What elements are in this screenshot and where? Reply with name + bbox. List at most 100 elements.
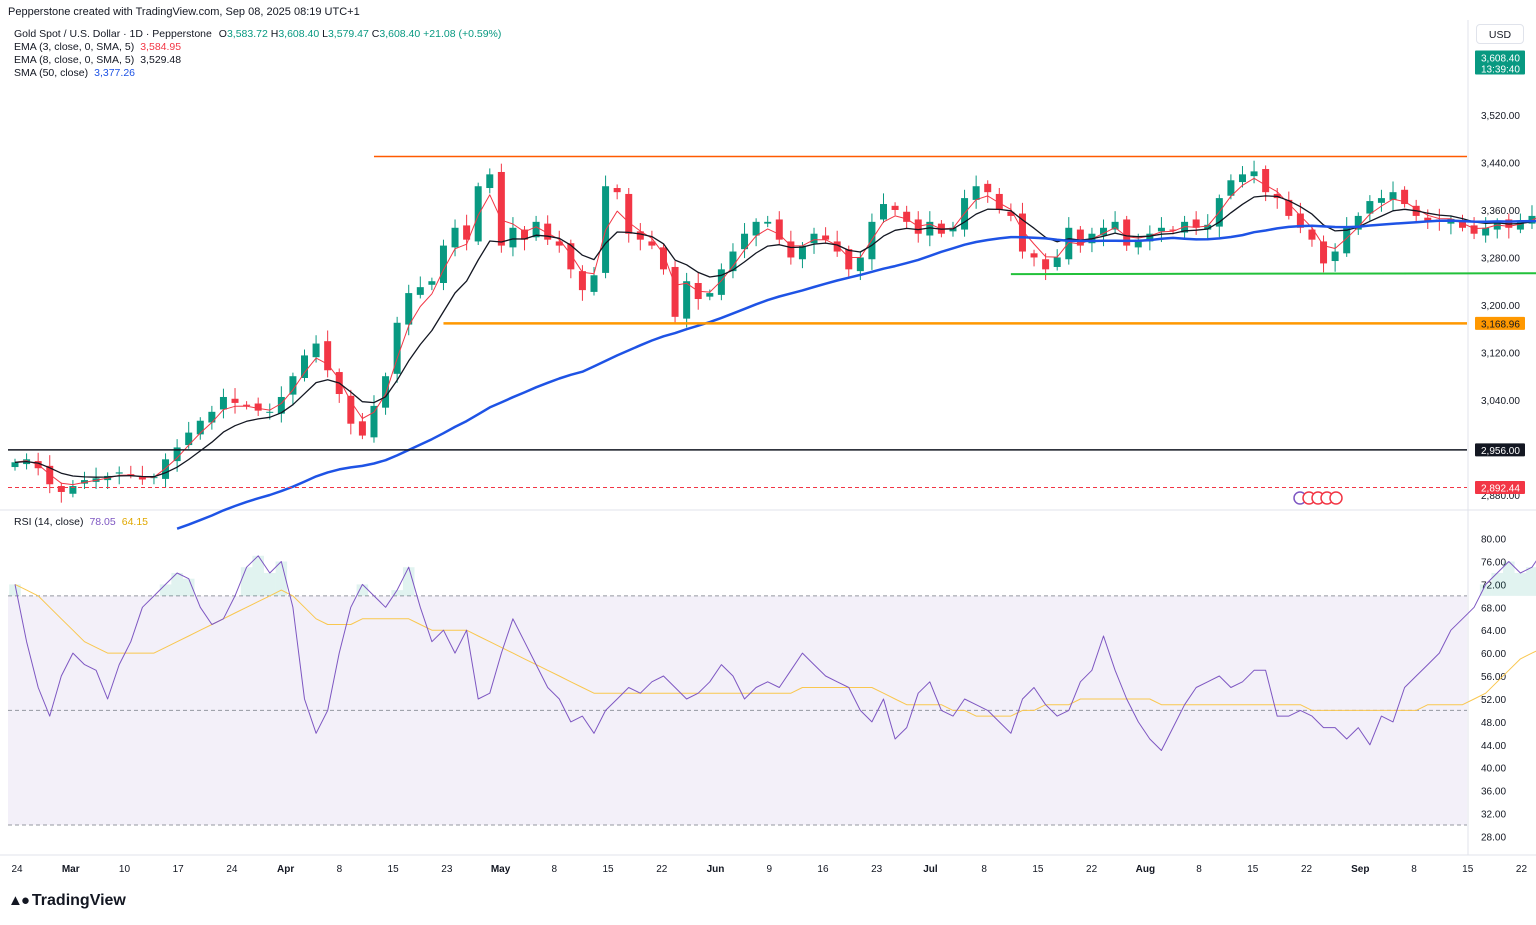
- time-tick-label: Jul: [923, 864, 938, 875]
- rsi-tick-label: 68.00: [1481, 603, 1506, 614]
- rsi-overbought-fill: [402, 567, 415, 596]
- candle-body: [451, 227, 459, 248]
- candle-body: [949, 227, 957, 232]
- candle-body: [1493, 221, 1501, 230]
- candle-body: [1123, 219, 1131, 246]
- rsi-tick-label: 56.00: [1481, 672, 1506, 683]
- candle-body: [1238, 174, 1246, 183]
- candle-body: [231, 398, 239, 403]
- candle-body: [1482, 227, 1490, 236]
- rsi-tick-label: 32.00: [1481, 810, 1506, 821]
- time-tick-label: 23: [441, 864, 453, 875]
- rsi-overbought-fill: [171, 572, 183, 596]
- candle-body: [891, 205, 899, 210]
- price-label-badge: [1475, 50, 1525, 75]
- ema8-line: [14, 195, 1536, 478]
- price-label-badge: [1475, 316, 1525, 330]
- ema3-value: 3,584.95: [140, 41, 182, 53]
- candle-body: [903, 211, 911, 222]
- rsi-label: RSI (14, close): [14, 516, 84, 528]
- candle-body: [347, 395, 355, 424]
- rsi-tick-label: 44.00: [1481, 741, 1506, 752]
- time-tick-label: 15: [1247, 864, 1259, 875]
- price-label-text: 2,892.44: [1481, 484, 1520, 495]
- rsi-tick-label: 76.00: [1481, 558, 1506, 569]
- candle-body: [57, 486, 65, 492]
- candle-body: [1424, 217, 1432, 222]
- ema3-label: EMA (3, close, 0, SMA, 5): [14, 41, 135, 53]
- candle-body: [972, 186, 980, 200]
- ema3-legend[interactable]: EMA (3, close, 0, SMA, 5) 3,584.95: [14, 41, 181, 53]
- candle-body: [1285, 199, 1293, 216]
- candle-body: [382, 376, 390, 408]
- rsi-overbought-fill: [356, 584, 369, 596]
- candle-body: [1007, 211, 1015, 216]
- rsi-tick-label: 80.00: [1481, 535, 1506, 546]
- candle-body: [521, 229, 529, 240]
- candle-body: [659, 247, 667, 270]
- chart-credit: Pepperstone created with TradingView.com…: [8, 6, 360, 18]
- rsi-overbought-fill: [159, 584, 172, 596]
- candle-body: [324, 341, 332, 371]
- time-tick-label: Aug: [1136, 864, 1155, 875]
- ema8-value: 3,529.48: [140, 54, 182, 66]
- tradingview-brand[interactable]: ▲● TradingView: [8, 892, 126, 910]
- rsi-tick-label: 36.00: [1481, 787, 1506, 798]
- time-tick-label: 24: [226, 864, 238, 875]
- candle-body: [706, 293, 714, 297]
- candle-body: [474, 186, 482, 242]
- price-tick-label: 2,880.00: [1481, 491, 1520, 502]
- candle-body: [1459, 220, 1466, 228]
- candle-body: [80, 480, 88, 484]
- candle-body: [219, 396, 227, 410]
- candle-body: [405, 293, 413, 325]
- price-tick-label: 3,120.00: [1481, 348, 1520, 359]
- rsi-legend[interactable]: RSI (14, close) 78.05 64.15: [14, 516, 148, 528]
- rsi-overbought-fill: [9, 584, 21, 596]
- candle-body: [578, 271, 586, 291]
- candle-body: [926, 221, 934, 236]
- candle-body: [845, 249, 853, 270]
- time-tick-label: 16: [817, 864, 829, 875]
- candle-body: [1204, 224, 1212, 230]
- candle-body: [1250, 171, 1258, 177]
- candle-body: [358, 421, 366, 436]
- time-tick-label: May: [491, 864, 511, 875]
- candle-body: [1181, 221, 1189, 233]
- candle-body: [1146, 233, 1154, 242]
- candle-body: [312, 343, 320, 358]
- candle-body: [69, 486, 77, 494]
- time-tick-label: Apr: [277, 864, 294, 875]
- candle-body: [1018, 213, 1026, 252]
- candle-body: [798, 245, 806, 260]
- rsi-ma-line: [14, 583, 1536, 717]
- brand-name: TradingView: [31, 892, 126, 909]
- time-tick-label: 8: [337, 864, 343, 875]
- price-tick-label: 3,440.00: [1481, 158, 1520, 169]
- candle-body: [277, 396, 285, 414]
- candle-body: [115, 472, 123, 474]
- ema3-line: [14, 177, 1536, 486]
- rsi-overbought-fill: [275, 561, 288, 596]
- candle-body: [289, 376, 297, 395]
- time-tick-label: 10: [119, 864, 131, 875]
- candle-body: [162, 459, 170, 479]
- rsi-overbought-fill: [263, 572, 276, 596]
- candle-body: [555, 241, 563, 246]
- economic-event-icon: [1329, 491, 1343, 505]
- time-tick-label: 8: [1411, 864, 1417, 875]
- candle-body: [1389, 192, 1397, 200]
- candle-body: [567, 243, 575, 270]
- candle-body: [1366, 201, 1374, 214]
- ema8-label: EMA (8, close, 0, SMA, 5): [14, 54, 135, 66]
- candle-body: [1030, 253, 1038, 258]
- currency-button[interactable]: USD: [1476, 24, 1524, 44]
- ohlc-close: 3,608.40: [379, 28, 421, 40]
- sma50-legend[interactable]: SMA (50, close) 3,377.26: [14, 67, 135, 79]
- candle-body: [613, 188, 621, 193]
- ema8-legend[interactable]: EMA (8, close, 0, SMA, 5) 3,529.48: [14, 54, 181, 66]
- time-tick-label: 22: [1516, 864, 1528, 875]
- candle-body: [301, 355, 308, 378]
- rsi-tick-label: 40.00: [1481, 764, 1506, 775]
